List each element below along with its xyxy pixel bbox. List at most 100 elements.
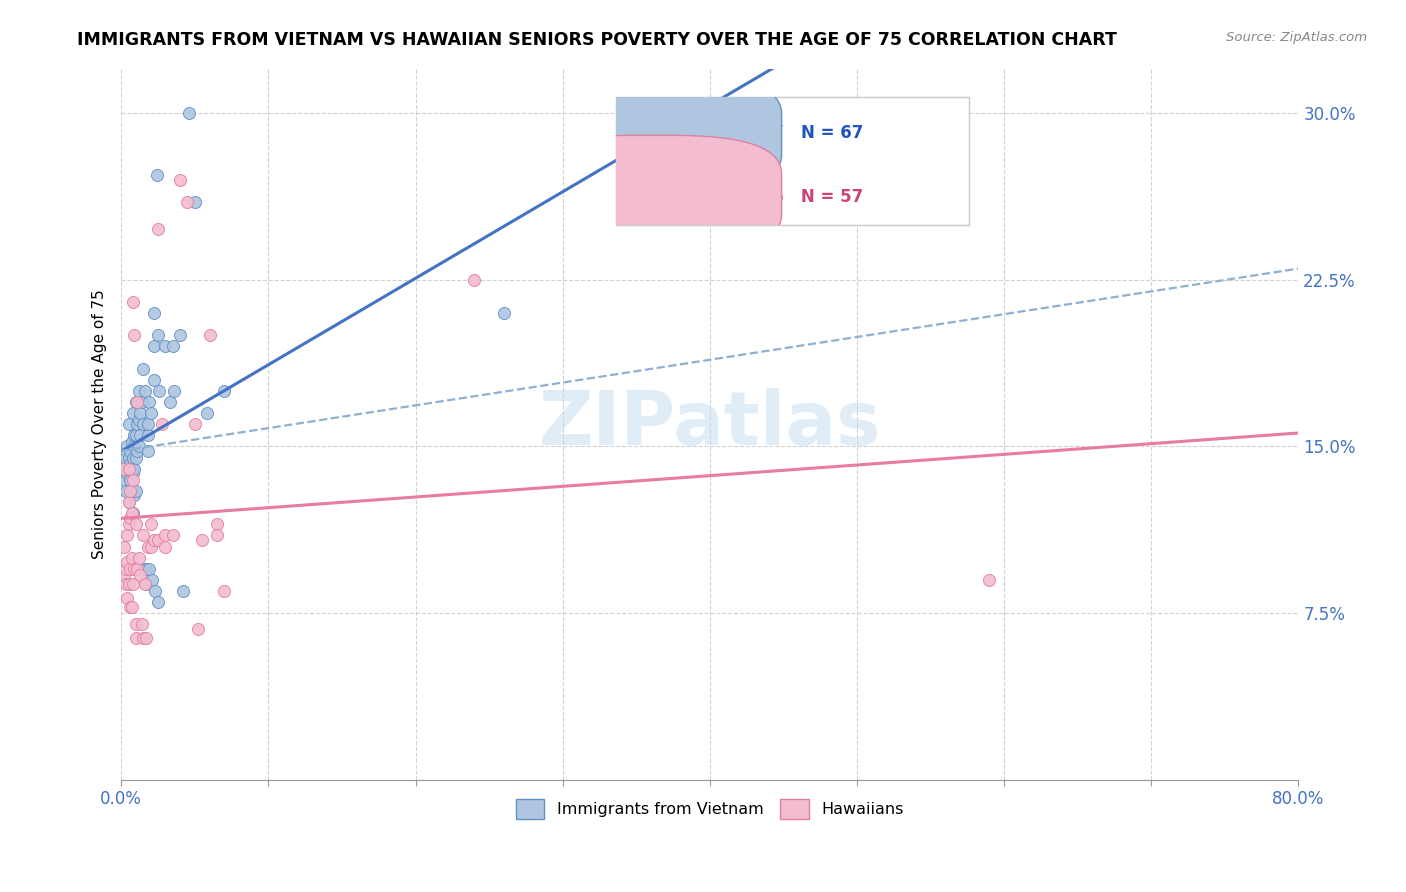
Point bbox=[145, 168, 167, 182]
Point bbox=[125, 483, 148, 498]
Point bbox=[463, 273, 485, 287]
Point bbox=[136, 428, 159, 442]
Point bbox=[135, 577, 157, 591]
Point bbox=[205, 517, 228, 532]
Point bbox=[205, 528, 228, 542]
Point bbox=[135, 631, 157, 645]
Point bbox=[169, 172, 191, 186]
Point bbox=[127, 444, 149, 458]
Point bbox=[159, 395, 181, 409]
Point bbox=[134, 577, 156, 591]
Point bbox=[134, 562, 156, 576]
Point bbox=[115, 555, 138, 569]
Point bbox=[117, 577, 139, 591]
Point bbox=[146, 533, 169, 547]
Point bbox=[162, 528, 184, 542]
Point bbox=[121, 550, 143, 565]
Point bbox=[117, 495, 139, 509]
Point bbox=[128, 384, 150, 398]
Point bbox=[132, 417, 155, 432]
Point bbox=[125, 428, 148, 442]
Point bbox=[121, 599, 143, 614]
Point bbox=[117, 495, 139, 509]
Text: IMMIGRANTS FROM VIETNAM VS HAWAIIAN SENIORS POVERTY OVER THE AGE OF 75 CORRELATI: IMMIGRANTS FROM VIETNAM VS HAWAIIAN SENI… bbox=[77, 31, 1118, 49]
Point bbox=[135, 562, 157, 576]
Point bbox=[121, 461, 143, 475]
Point bbox=[129, 406, 152, 420]
Point bbox=[146, 221, 169, 235]
Point bbox=[187, 622, 209, 636]
Point bbox=[121, 483, 143, 498]
Point bbox=[118, 510, 141, 524]
Point bbox=[115, 528, 138, 542]
Point bbox=[125, 395, 148, 409]
Point bbox=[124, 461, 146, 475]
Point bbox=[117, 450, 139, 465]
Point bbox=[115, 440, 138, 454]
Point bbox=[118, 483, 141, 498]
Point bbox=[117, 517, 139, 532]
Point bbox=[118, 457, 141, 471]
Point bbox=[114, 562, 136, 576]
Point bbox=[162, 339, 184, 353]
Point bbox=[125, 617, 148, 632]
Point bbox=[112, 473, 135, 487]
Point bbox=[212, 584, 235, 599]
Point bbox=[112, 568, 135, 582]
Point bbox=[139, 517, 162, 532]
Point bbox=[492, 306, 515, 320]
Point bbox=[128, 440, 150, 454]
Point bbox=[117, 417, 139, 432]
Point bbox=[122, 473, 145, 487]
Y-axis label: Seniors Poverty Over the Age of 75: Seniors Poverty Over the Age of 75 bbox=[93, 289, 107, 559]
Text: ZIPatlas: ZIPatlas bbox=[538, 388, 882, 461]
Point bbox=[125, 517, 148, 532]
Point bbox=[146, 328, 169, 343]
Point bbox=[143, 584, 166, 599]
Point bbox=[141, 573, 163, 587]
Point bbox=[134, 384, 156, 398]
Point bbox=[132, 528, 155, 542]
Point bbox=[118, 444, 141, 458]
Point bbox=[152, 417, 174, 432]
Point bbox=[979, 573, 1001, 587]
Point bbox=[184, 417, 207, 432]
Point bbox=[127, 562, 149, 576]
Point bbox=[131, 395, 153, 409]
Point bbox=[122, 450, 145, 465]
Point bbox=[198, 328, 221, 343]
Point bbox=[142, 373, 165, 387]
Text: Source: ZipAtlas.com: Source: ZipAtlas.com bbox=[1226, 31, 1367, 45]
Point bbox=[184, 194, 207, 209]
Point bbox=[114, 450, 136, 465]
Point bbox=[136, 444, 159, 458]
Point bbox=[121, 435, 143, 450]
Point bbox=[124, 428, 146, 442]
Point bbox=[122, 577, 145, 591]
Point bbox=[122, 466, 145, 480]
Point bbox=[169, 328, 191, 343]
Point bbox=[138, 562, 160, 576]
Point bbox=[117, 461, 139, 475]
Point bbox=[128, 413, 150, 427]
Point bbox=[177, 106, 200, 120]
Point bbox=[111, 461, 134, 475]
Point bbox=[111, 461, 134, 475]
Point bbox=[124, 562, 146, 576]
Point bbox=[146, 595, 169, 609]
Point bbox=[148, 384, 170, 398]
Point bbox=[118, 562, 141, 576]
Point bbox=[163, 384, 186, 398]
Point bbox=[131, 617, 153, 632]
Point bbox=[122, 406, 145, 420]
Point bbox=[139, 540, 162, 554]
Point bbox=[155, 528, 177, 542]
Point bbox=[128, 550, 150, 565]
Point bbox=[115, 466, 138, 480]
Point bbox=[115, 591, 138, 605]
Point bbox=[155, 540, 177, 554]
Point bbox=[127, 417, 149, 432]
Point bbox=[195, 406, 218, 420]
Point bbox=[142, 339, 165, 353]
Point bbox=[138, 395, 160, 409]
